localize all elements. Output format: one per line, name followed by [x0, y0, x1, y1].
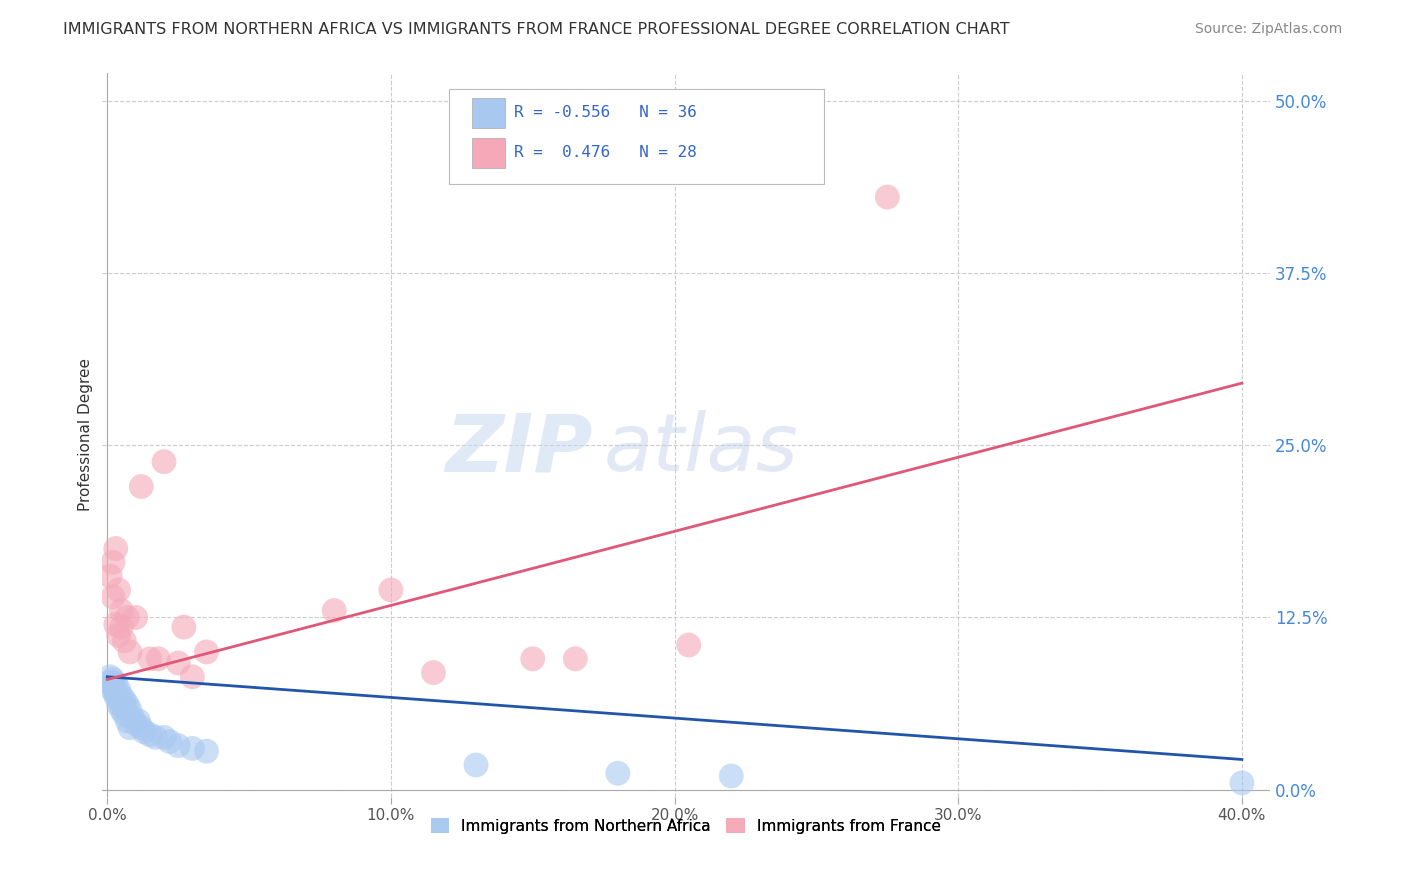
Point	[112, 706, 135, 721]
Point	[107, 582, 129, 597]
Point	[134, 725, 156, 739]
Point	[110, 620, 132, 634]
Point	[167, 739, 190, 753]
Point	[104, 541, 127, 556]
Point	[104, 676, 127, 690]
Text: Source: ZipAtlas.com: Source: ZipAtlas.com	[1195, 22, 1343, 37]
Point	[139, 652, 162, 666]
Point	[195, 744, 218, 758]
Point	[118, 721, 141, 735]
Point	[112, 634, 135, 648]
Point	[98, 569, 121, 583]
Point	[465, 758, 488, 772]
Point	[112, 693, 135, 707]
Point	[148, 652, 170, 666]
Point	[121, 711, 143, 725]
Point	[167, 656, 190, 670]
Point	[110, 703, 132, 717]
Point	[323, 604, 346, 618]
Point	[101, 683, 124, 698]
Point	[118, 703, 141, 717]
Point	[720, 769, 742, 783]
Point	[124, 716, 146, 731]
Point	[115, 714, 138, 728]
Text: ZIP: ZIP	[446, 410, 592, 488]
Point	[145, 731, 167, 745]
Point	[112, 700, 135, 714]
Point	[101, 590, 124, 604]
Point	[678, 638, 700, 652]
Point	[107, 698, 129, 712]
Point	[110, 689, 132, 703]
Point	[606, 766, 628, 780]
Text: R =  0.476   N = 28: R = 0.476 N = 28	[515, 145, 697, 161]
Point	[159, 734, 181, 748]
Y-axis label: Professional Degree: Professional Degree	[79, 359, 93, 511]
Point	[131, 479, 153, 493]
Point	[127, 714, 149, 728]
Point	[107, 628, 129, 642]
Point	[173, 620, 195, 634]
Point	[110, 604, 132, 618]
Point	[104, 689, 127, 703]
FancyBboxPatch shape	[472, 97, 505, 128]
Legend: Immigrants from Northern Africa, Immigrants from France: Immigrants from Northern Africa, Immigra…	[425, 812, 948, 839]
Point	[153, 455, 176, 469]
Text: atlas: atlas	[605, 410, 799, 488]
FancyBboxPatch shape	[449, 89, 824, 184]
Text: IMMIGRANTS FROM NORTHERN AFRICA VS IMMIGRANTS FROM FRANCE PROFESSIONAL DEGREE CO: IMMIGRANTS FROM NORTHERN AFRICA VS IMMIG…	[63, 22, 1010, 37]
Text: R = -0.556   N = 36: R = -0.556 N = 36	[515, 105, 697, 120]
Point	[195, 645, 218, 659]
Point	[98, 675, 121, 690]
Point	[104, 617, 127, 632]
Point	[522, 652, 544, 666]
Point	[101, 673, 124, 687]
Point	[107, 693, 129, 707]
Point	[115, 610, 138, 624]
Point	[1230, 776, 1253, 790]
Point	[104, 686, 127, 700]
Point	[118, 645, 141, 659]
Point	[380, 582, 402, 597]
Point	[107, 682, 129, 697]
Point	[181, 670, 204, 684]
FancyBboxPatch shape	[472, 137, 505, 168]
Point	[153, 731, 176, 745]
Point	[564, 652, 586, 666]
Point	[139, 728, 162, 742]
Point	[876, 190, 898, 204]
Point	[131, 721, 153, 735]
Point	[101, 555, 124, 569]
Point	[422, 665, 444, 680]
Point	[98, 670, 121, 684]
Point	[181, 741, 204, 756]
Point	[124, 610, 146, 624]
Point	[115, 698, 138, 712]
Point	[101, 680, 124, 694]
